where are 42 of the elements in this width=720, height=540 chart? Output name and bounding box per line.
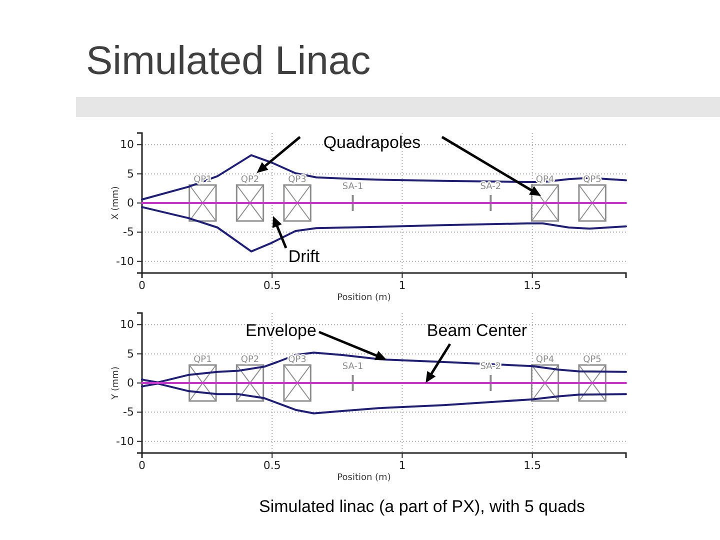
annotation: QP5	[583, 355, 602, 365]
y-axis-title: Y (mm)	[111, 366, 121, 400]
ref-line-label: SA-1	[342, 182, 364, 192]
y-tick-label: 0	[127, 376, 134, 390]
ref-line-label: SA-2	[480, 362, 502, 372]
annotation: QP3	[288, 355, 306, 365]
annotation: QP2	[240, 355, 260, 365]
annotation: QP4	[536, 355, 554, 365]
chart-title: Simulated Linac	[86, 39, 371, 83]
x-tick-label: 1.5	[524, 458, 542, 472]
line-series	[141, 352, 627, 384]
annotation: Quadrapoles	[323, 133, 421, 152]
ref-line-label: SA-1	[342, 362, 364, 372]
y-tick-label: 0	[127, 196, 134, 210]
x-tick-label: 0	[138, 278, 146, 292]
y-tick-label: -5	[123, 226, 134, 239]
x-tick-label: 1.5	[524, 278, 542, 292]
annotation: Beam Center	[426, 321, 528, 340]
x-tick-label: 1	[398, 458, 406, 472]
y-tick-label: -5	[123, 406, 134, 419]
text: Simulated linac (a part of PX), with 5 quads	[259, 497, 585, 516]
x-tick-label: 0.5	[263, 278, 281, 292]
y-tick-label: 10	[120, 318, 134, 332]
line-series	[141, 154, 627, 200]
y-tick-label: 10	[120, 138, 134, 152]
annotation: QP1	[194, 355, 212, 365]
y-tick-label: -10	[116, 434, 134, 448]
y-tick-label: 5	[127, 167, 134, 180]
x-axis-title: Position (m)	[337, 293, 391, 303]
x-axis-title: Position (m)	[337, 473, 391, 483]
line-series	[141, 382, 627, 414]
y-tick-label: 5	[127, 347, 134, 360]
y-axis-title: X (mm)	[111, 186, 121, 220]
ref-line-label: SA-2	[480, 182, 502, 192]
x-tick-label: 1	[398, 278, 406, 292]
annotation: Drift	[288, 247, 320, 266]
annotation: QP2	[240, 175, 260, 185]
y-tick-label: -10	[116, 254, 134, 268]
annotation: QP3	[288, 175, 306, 185]
annotation: Envelope	[246, 321, 316, 340]
x-tick-label: 0	[138, 458, 146, 472]
x-tick-label: 0.5	[263, 458, 281, 472]
